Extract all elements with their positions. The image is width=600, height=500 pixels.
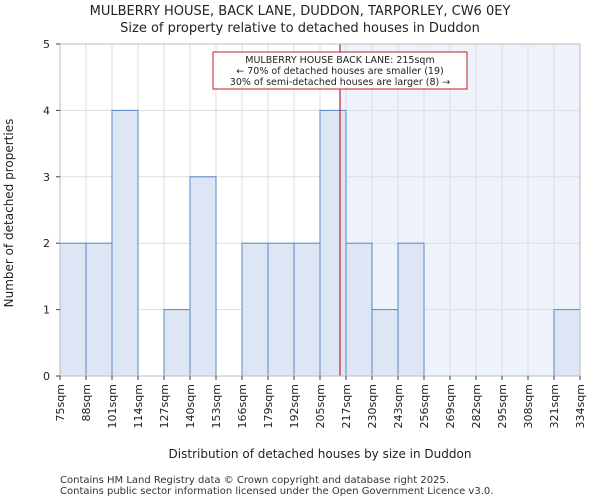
y-tick-label: 2	[43, 237, 50, 250]
y-tick-label: 5	[43, 38, 50, 51]
annotation-line3: 30% of semi-detached houses are larger (…	[230, 77, 450, 88]
x-tick-label-153sqm: 153sqm	[210, 384, 223, 428]
x-tick-label-205sqm: 205sqm	[314, 384, 327, 428]
annotation-frame	[212, 51, 468, 90]
bar-205sqm	[319, 109, 347, 377]
chart-title-line2: Size of property relative to detached ho…	[120, 21, 480, 36]
footer-line2: Contains public sector information licen…	[60, 486, 493, 497]
y-axis-label: Number of detached properties	[2, 119, 16, 308]
bar-101sqm	[111, 109, 139, 377]
x-tick-label-230sqm: 230sqm	[366, 384, 379, 428]
x-tick-label-308sqm: 308sqm	[522, 384, 535, 428]
x-tick-label-101sqm: 101sqm	[106, 384, 119, 428]
bar-166sqm	[241, 242, 269, 377]
chart-title-line1: MULBERRY HOUSE, BACK LANE, DUDDON, TARPO…	[90, 4, 511, 19]
bar-127sqm	[163, 309, 191, 377]
annotation-line2: ← 70% of detached houses are smaller (19…	[236, 66, 443, 77]
x-tick-label-243sqm: 243sqm	[392, 384, 405, 428]
x-tick-label-217sqm: 217sqm	[340, 384, 353, 428]
x-tick-label-321sqm: 321sqm	[548, 384, 561, 428]
x-tick-label-282sqm: 282sqm	[470, 384, 483, 428]
x-tick-label-114sqm: 114sqm	[132, 384, 145, 428]
x-tick-label-75sqm: 75sqm	[54, 384, 67, 421]
x-tick-label-256sqm: 256sqm	[418, 384, 431, 428]
bar-140sqm	[189, 176, 217, 377]
bar-88sqm	[85, 242, 113, 377]
y-ticks: 0 1 2 3 4 5	[43, 38, 60, 383]
bar-192sqm	[293, 242, 321, 377]
x-tick-label-166sqm: 166sqm	[236, 384, 249, 428]
bars	[59, 109, 581, 377]
bar-217sqm	[345, 242, 373, 377]
x-tick-label-88sqm: 88sqm	[80, 384, 93, 421]
bar-230sqm	[371, 309, 399, 377]
footer-line1: Contains HM Land Registry data © Crown c…	[60, 475, 449, 486]
y-tick-label: 1	[43, 304, 50, 317]
y-tick-label: 0	[43, 370, 50, 383]
x-tick-label-269sqm: 269sqm	[444, 384, 457, 428]
annotation-box: MULBERRY HOUSE BACK LANE: 215sqm ← 70% o…	[212, 51, 468, 90]
bar-243sqm	[397, 242, 425, 377]
x-tick-label-295sqm: 295sqm	[496, 384, 509, 428]
x-tick-label-140sqm: 140sqm	[184, 384, 197, 428]
x-axis-label: Distribution of detached houses by size …	[169, 447, 472, 461]
bar-321sqm	[553, 309, 581, 377]
bar-75sqm	[59, 242, 87, 377]
bar-179sqm	[267, 242, 295, 377]
x-tick-label-179sqm: 179sqm	[262, 384, 275, 428]
y-tick-label: 4	[43, 104, 50, 117]
x-tick-label-192sqm: 192sqm	[288, 384, 301, 428]
annotation-line1: MULBERRY HOUSE BACK LANE: 215sqm	[245, 55, 434, 66]
x-tick-label-334sqm: 334sqm	[574, 384, 587, 428]
x-ticks: 75sqm 88sqm 101sqm 114sqm 127sqm 140sqm 153sqm…	[54, 376, 587, 428]
x-tick-label-127sqm: 127sqm	[158, 384, 171, 428]
y-tick-label: 3	[43, 171, 50, 184]
